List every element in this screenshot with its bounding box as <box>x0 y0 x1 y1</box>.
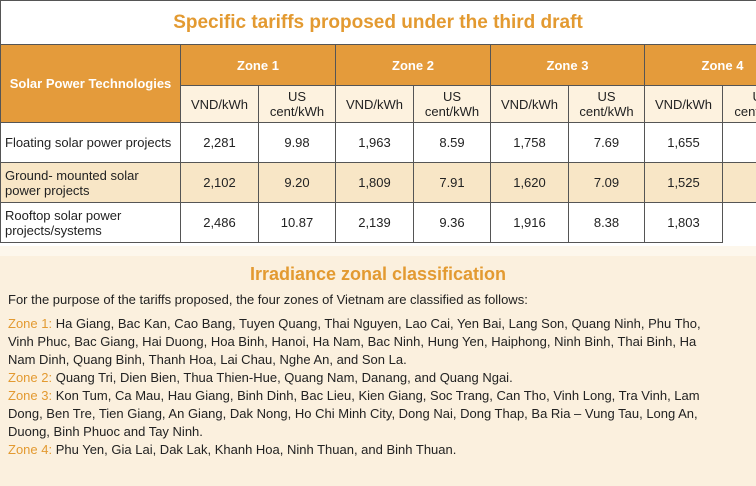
section-title: Irradiance zonal classification <box>249 264 507 284</box>
zone-line: Duong, Binh Phuoc and Tay Ninh. <box>0 423 756 441</box>
cell: 1,758 <box>490 122 569 163</box>
zone-text: Kon Tum, Ca Mau, Hau Giang, Binh Dinh, B… <box>55 388 700 403</box>
zone-label: Zone 3: <box>8 388 53 403</box>
cell: 2,102 <box>180 162 259 203</box>
tariff-panel: Specific tariffs proposed under the thir… <box>0 0 756 246</box>
unit-header: US cent/kWh <box>413 85 491 123</box>
row-label: Rooftop solar power projects/systems <box>0 202 181 243</box>
zone-label: Zone 4: <box>8 442 53 457</box>
table-title: Specific tariffs proposed under the thir… <box>0 0 756 44</box>
zone-header: Zone 1 <box>180 44 336 86</box>
cell: 8.59 <box>413 122 491 163</box>
cell: 1,963 <box>335 122 414 163</box>
unit-header: VND/kWh <box>490 85 569 123</box>
zone-text: Phu Yen, Gia Lai, Dak Lak, Khanh Hoa, Ni… <box>55 442 457 457</box>
cell: 1,620 <box>490 162 569 203</box>
zone-text: Vinh Phuc, Bac Giang, Hai Duong, Hoa Bin… <box>8 334 697 349</box>
cell: 2,281 <box>180 122 259 163</box>
zone-label: Zone 2: <box>8 370 53 385</box>
unit-header: VND/kWh <box>644 85 723 123</box>
zone-text: Ha Giang, Bac Kan, Cao Bang, Tuyen Quang… <box>55 316 701 331</box>
unit-header: US cent/kWh <box>568 85 645 123</box>
zone-header: Zone 3 <box>490 44 645 86</box>
zone-line: Zone 1: Ha Giang, Bac Kan, Cao Bang, Tuy… <box>0 315 756 333</box>
header-row: Solar Power Technologies Zone 1 Zone 2 Zone… <box>0 44 756 123</box>
zone-line: Zone 2: Quang Tri, Dien Bien, Thua Thien… <box>0 369 756 387</box>
zone-text: Duong, Binh Phuoc and Tay Ninh. <box>8 424 203 439</box>
cell: 7. <box>722 122 756 163</box>
cell: 2,486 <box>180 202 259 243</box>
unit-header: US cent/kWh <box>258 85 336 123</box>
zone-header: Zone 2 <box>335 44 491 86</box>
unit-header: VND/kWh <box>335 85 414 123</box>
zone-text: Quang Tri, Dien Bien, Thua Thien-Hue, Qu… <box>55 370 513 385</box>
row-label: Ground- mounted solar power projects <box>0 162 181 203</box>
cell: 1,916 <box>490 202 569 243</box>
cell: 7.91 <box>413 162 491 203</box>
cell: 2,139 <box>335 202 414 243</box>
zone-header: Zone 4 <box>644 44 756 86</box>
cell: 6. <box>722 162 756 203</box>
zone-label: Zone 1: <box>8 316 53 331</box>
irradiance-panel: Irradiance zonal classification For the … <box>0 256 756 486</box>
cell: 10.87 <box>258 202 336 243</box>
cell: 1,655 <box>644 122 723 163</box>
unit-header: VND/kWh <box>180 85 259 123</box>
cell: 9.98 <box>258 122 336 163</box>
row-label: Floating solar power projects <box>0 122 181 163</box>
data-row: Ground- mounted solar power projects 2,10… <box>0 162 756 203</box>
header-cell: Solar Power Technologies <box>0 44 181 123</box>
data-row: Floating solar power projects 2,281 9.98 1,… <box>0 122 756 163</box>
zone-list: Zone 1: Ha Giang, Bac Kan, Cao Bang, Tuy… <box>0 315 756 459</box>
zone-text: Dong, Ben Tre, Tien Giang, An Giang, Dak… <box>8 406 698 421</box>
cell: 1,803 <box>644 202 723 243</box>
unit-row: VND/kWh US cent/kWh VND/kWh US cent/kWh VND/… <box>1 85 756 123</box>
cell: 9.20 <box>258 162 336 203</box>
zone-line: Nam Dinh, Quang Binh, Thanh Hoa, Lai Cha… <box>0 351 756 369</box>
cell: 7.69 <box>568 122 645 163</box>
zone-text: Nam Dinh, Quang Binh, Thanh Hoa, Lai Cha… <box>8 352 407 367</box>
zone-line: Dong, Ben Tre, Tien Giang, An Giang, Dak… <box>0 405 756 423</box>
cell: 8.38 <box>568 202 645 243</box>
zone-line: Zone 4: Phu Yen, Gia Lai, Dak Lak, Khanh… <box>0 441 756 459</box>
cell: 1,525 <box>644 162 723 203</box>
cell: 1,809 <box>335 162 414 203</box>
cell: 7.09 <box>568 162 645 203</box>
zone-line: Zone 3: Kon Tum, Ca Mau, Hau Giang, Binh… <box>0 387 756 405</box>
data-row: Rooftop solar power projects/systems 2,48… <box>0 202 756 243</box>
unit-header: US cent/kWh <box>722 85 756 123</box>
cell: 9.36 <box>413 202 491 243</box>
zone-line: Vinh Phuc, Bac Giang, Hai Duong, Hoa Bin… <box>0 333 756 351</box>
intro: For the purpose of the tariffs proposed,… <box>8 292 528 307</box>
tariff-table: Solar Power Technologies Zone 1 Zone 2 Zone… <box>0 44 756 243</box>
